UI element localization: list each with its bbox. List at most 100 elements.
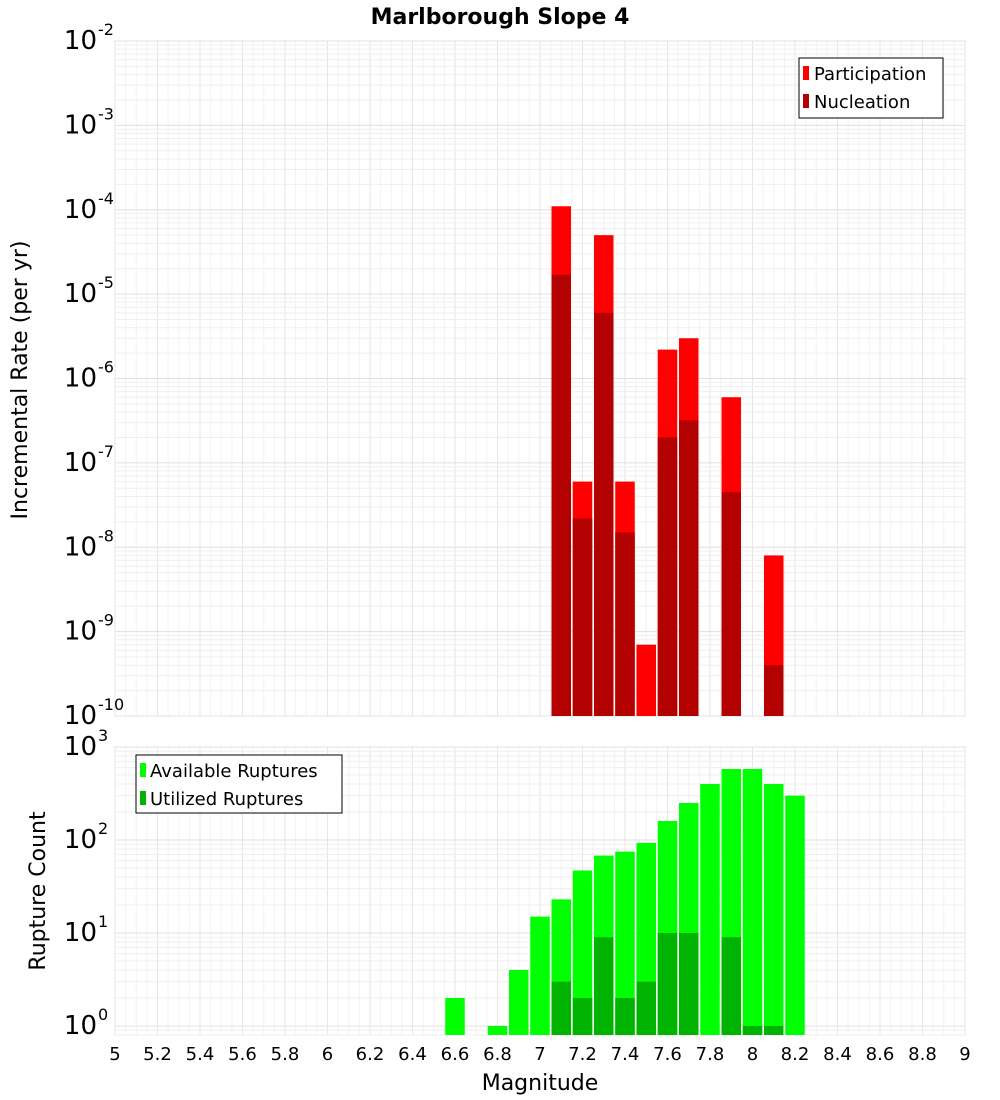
count-bar-secondary bbox=[594, 937, 614, 1035]
x-tick-label: 6.2 bbox=[356, 1044, 385, 1065]
rate-y-tick-label: 10 bbox=[64, 195, 97, 225]
rate-y-tick-exponent: -10 bbox=[98, 695, 124, 714]
count-bar-primary bbox=[700, 784, 720, 1035]
rate-y-tick-exponent: -5 bbox=[98, 273, 114, 292]
count-bar-secondary bbox=[636, 981, 656, 1035]
x-axis-label: Magnitude bbox=[482, 1071, 599, 1096]
rate-y-axis-label: Incremental Rate (per yr) bbox=[8, 241, 33, 520]
count-y-tick-label: 10 bbox=[64, 732, 97, 762]
count-y-tick-exponent: 3 bbox=[98, 726, 108, 745]
rate-bar-secondary bbox=[615, 532, 635, 716]
count-bar-primary bbox=[530, 916, 550, 1035]
rate-y-tick-label: 10 bbox=[64, 448, 97, 478]
rate-bar-secondary bbox=[764, 665, 784, 716]
count-y-tick-exponent: 0 bbox=[98, 1005, 108, 1024]
chart-title: Marlborough Slope 4 bbox=[371, 5, 630, 30]
x-tick-label: 8.8 bbox=[908, 1044, 937, 1065]
legend-nucleation-label: Nucleation bbox=[814, 92, 910, 113]
x-tick-label: 7.2 bbox=[568, 1044, 597, 1065]
count-bars bbox=[445, 769, 805, 1035]
legend-nucleation-swatch bbox=[803, 94, 809, 108]
count-y-tick-label: 10 bbox=[64, 1011, 97, 1041]
rate-y-tick-label: 10 bbox=[64, 26, 97, 56]
x-tick-label: 6 bbox=[322, 1044, 333, 1065]
rate-bar-primary bbox=[636, 644, 656, 716]
count-bar-primary bbox=[742, 769, 763, 1035]
rate-y-tick-exponent: -6 bbox=[98, 358, 114, 377]
rate-grid bbox=[114, 40, 966, 717]
rate-bar-secondary bbox=[594, 312, 614, 716]
count-bar-secondary bbox=[657, 932, 678, 1035]
rate-y-tick-label: 10 bbox=[64, 110, 97, 140]
rate-y-tick-exponent: -7 bbox=[98, 442, 114, 461]
legend-utilized-swatch bbox=[140, 791, 146, 805]
x-tick-label: 8.4 bbox=[823, 1044, 852, 1065]
x-tick-label: 5.2 bbox=[143, 1044, 172, 1065]
count-bar-secondary bbox=[721, 937, 741, 1035]
legend-utilized-label: Utilized Ruptures bbox=[150, 789, 303, 810]
count-legend-box bbox=[135, 754, 343, 814]
x-tick-label: 5.6 bbox=[228, 1044, 257, 1065]
rate-y-tick-label: 10 bbox=[64, 364, 97, 394]
legend-available-swatch bbox=[140, 763, 146, 777]
rate-bar-secondary bbox=[679, 420, 699, 716]
rate-y-tick-exponent: -4 bbox=[98, 189, 114, 208]
count-bar-primary bbox=[572, 870, 593, 1035]
x-tick-label: 5.4 bbox=[186, 1044, 215, 1065]
count-bar-primary bbox=[764, 784, 784, 1035]
rate-y-tick-label: 10 bbox=[64, 279, 97, 309]
x-tick-label: 8.2 bbox=[781, 1044, 810, 1065]
rate-y-tick-exponent: -2 bbox=[98, 20, 114, 39]
count-bar-secondary bbox=[615, 997, 635, 1035]
count-bar-primary bbox=[445, 997, 465, 1035]
x-tick-label: 8 bbox=[747, 1044, 758, 1065]
rate-legend: Participation Nucleation bbox=[798, 57, 944, 119]
count-y-tick-exponent: 1 bbox=[98, 912, 108, 931]
count-bar-secondary bbox=[679, 932, 699, 1035]
rate-y-tick-exponent: -8 bbox=[98, 526, 114, 545]
count-y-tick-label: 10 bbox=[64, 825, 97, 855]
count-y-tick-label: 10 bbox=[64, 918, 97, 948]
count-bar-primary bbox=[509, 969, 529, 1035]
x-tick-label: 6.4 bbox=[398, 1044, 427, 1065]
x-tick-label: 6.8 bbox=[483, 1044, 512, 1065]
count-bar-primary bbox=[785, 795, 805, 1035]
rate-legend-box bbox=[798, 57, 944, 119]
rate-y-tick-exponent: -9 bbox=[98, 611, 114, 630]
legend-available-label: Available Ruptures bbox=[150, 761, 318, 782]
count-grid bbox=[114, 746, 966, 1036]
legend-participation-swatch bbox=[803, 66, 809, 80]
count-legend: Available Ruptures Utilized Ruptures bbox=[135, 754, 343, 814]
x-tick-label: 7.4 bbox=[611, 1044, 640, 1065]
rate-y-tick-label: 10 bbox=[64, 532, 97, 562]
x-tick-label: 5 bbox=[109, 1044, 120, 1065]
x-tick-label: 5.8 bbox=[271, 1044, 300, 1065]
rate-y-tick-exponent: -3 bbox=[98, 104, 114, 123]
rate-y-tick-label: 10 bbox=[64, 701, 97, 731]
x-tick-label: 7.6 bbox=[653, 1044, 682, 1065]
count-bar-secondary bbox=[551, 981, 571, 1035]
count-y-tick-exponent: 2 bbox=[98, 819, 108, 838]
count-bar-secondary bbox=[572, 997, 593, 1035]
rate-bar-secondary bbox=[551, 274, 571, 716]
legend-participation-label: Participation bbox=[814, 64, 926, 85]
count-y-axis-label: Rupture Count bbox=[26, 811, 51, 971]
x-tick-label: 9 bbox=[959, 1044, 970, 1065]
count-bar-secondary bbox=[764, 1025, 784, 1035]
rate-bars bbox=[551, 206, 784, 716]
count-bar-primary bbox=[487, 1025, 508, 1035]
x-tick-label: 7 bbox=[534, 1044, 545, 1065]
rate-bar-secondary bbox=[657, 437, 678, 716]
rate-bar-secondary bbox=[572, 518, 593, 716]
x-tick-label: 8.6 bbox=[866, 1044, 895, 1065]
x-axis-ticks: 5 5.2 5.4 5.6 5.8 6 6.2 6.4 6.6 6.8 7 7.2 7.4 7.6 7.8 8… bbox=[109, 1044, 970, 1065]
x-tick-label: 7.8 bbox=[696, 1044, 725, 1065]
rate-bar-secondary bbox=[721, 492, 741, 716]
x-tick-label: 6.6 bbox=[441, 1044, 470, 1065]
rate-y-tick-label: 10 bbox=[64, 617, 97, 647]
